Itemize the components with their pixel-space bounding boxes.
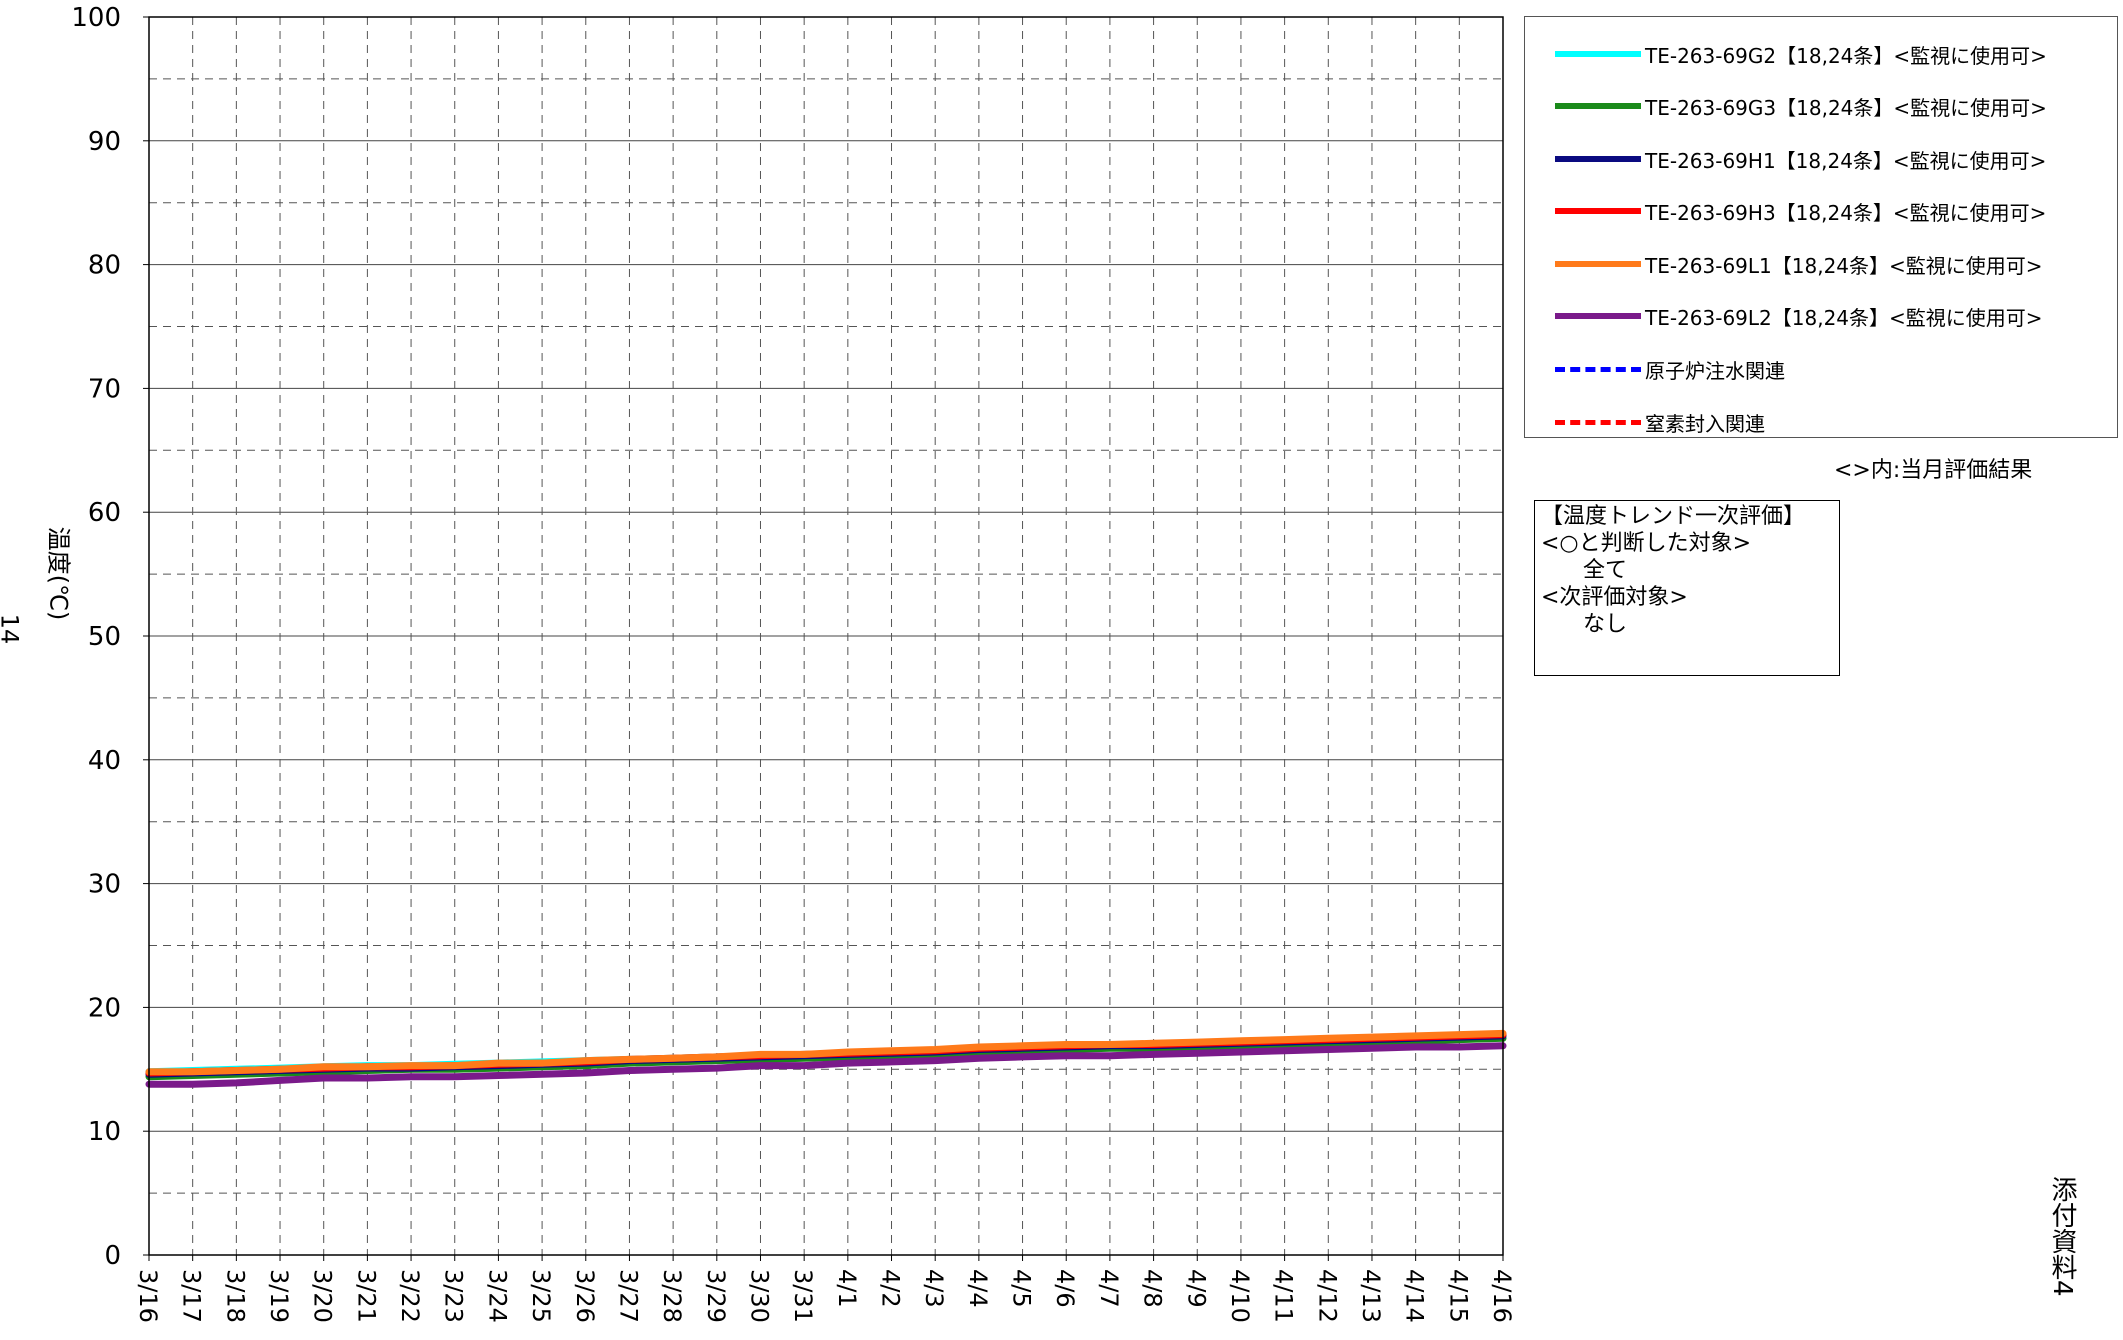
x-tick-label: 3/31 <box>789 1269 817 1323</box>
legend-label-h1: TE-263-69H1【18,24条】<監視に使用可> <box>1645 148 2047 173</box>
x-tick-label: 3/20 <box>309 1269 337 1323</box>
y-tick-label: 0 <box>104 1241 121 1271</box>
evaluation-next-heading: <次評価対象> <box>1541 585 1688 610</box>
legend-label-l1: TE-263-69L1【18,24条】<監視に使用可> <box>1645 253 2043 278</box>
x-tick-label: 3/27 <box>614 1269 642 1323</box>
x-axis-ticks: 3/16 3/17 3/18 3/19 3/20 3/21 3/22 3/23 3/24 3/25… <box>134 1255 1516 1323</box>
x-tick-label: 4/8 <box>1139 1269 1167 1308</box>
legend-swatch-h3 <box>1555 208 1641 214</box>
x-tick-label: 3/17 <box>178 1269 206 1323</box>
y-tick-label: 20 <box>88 993 121 1023</box>
y-tick-label: 40 <box>88 746 121 776</box>
series-line-4 <box>145 1029 1507 1076</box>
y-tick-label: 10 <box>88 1117 121 1147</box>
x-tick-label: 4/13 <box>1357 1269 1385 1323</box>
x-tick-label: 3/26 <box>571 1269 599 1323</box>
x-tick-label: 4/16 <box>1488 1269 1516 1323</box>
x-tick-label: 3/24 <box>483 1269 511 1323</box>
legend-item-h3: TE-263-69H3【18,24条】<監視に使用可> <box>1555 196 2046 226</box>
legend-label-l2: TE-263-69L2【18,24条】<監視に使用可> <box>1645 305 2043 330</box>
legend-label-water-injection: 原子炉注水関連 <box>1645 358 1785 383</box>
legend-item-g2: TE-263-69G2【18,24条】<監視に使用可> <box>1555 39 2047 69</box>
y-tick-label: 70 <box>88 374 121 404</box>
chart-series <box>145 1029 1507 1088</box>
legend-item-water-injection: 原子炉注水関連 <box>1555 354 1785 384</box>
evaluation-title: 【温度トレンド一次評価】 <box>1541 504 1806 529</box>
evaluation-box: 【温度トレンド一次評価】 <○と判断した対象> 全て <次評価対象> なし <box>1534 500 1840 676</box>
legend-item-g3: TE-263-69G3【18,24条】<監視に使用可> <box>1555 91 2047 121</box>
legend-label-h3: TE-263-69H3【18,24条】<監視に使用可> <box>1645 200 2047 225</box>
y-tick-label: 80 <box>88 251 121 281</box>
x-tick-label: 4/7 <box>1095 1269 1123 1308</box>
x-tick-label: 4/1 <box>833 1269 861 1308</box>
x-tick-label: 3/19 <box>265 1269 293 1323</box>
x-tick-label: 4/15 <box>1444 1269 1472 1323</box>
legend-item-l1: TE-263-69L1【18,24条】<監視に使用可> <box>1555 249 2043 279</box>
legend-swatch-nitrogen <box>1555 419 1641 425</box>
x-tick-label: 4/11 <box>1270 1269 1298 1323</box>
evaluation-ok-value: 全て <box>1541 558 1627 583</box>
attachment-label: 添付資料4 <box>2047 1176 2077 1297</box>
chart-gridlines <box>149 16 1503 1256</box>
y-axis-title: 温度(℃) <box>44 526 73 621</box>
legend-swatch-water-injection <box>1555 366 1641 372</box>
y-tick-label: 30 <box>88 870 121 900</box>
plot-area-frame <box>148 16 1504 1256</box>
x-tick-label: 4/2 <box>877 1269 905 1308</box>
x-tick-label: 4/14 <box>1401 1269 1429 1323</box>
legend-label-g2: TE-263-69G2【18,24条】<監視に使用可> <box>1645 43 2047 68</box>
x-tick-label: 4/12 <box>1313 1269 1341 1323</box>
x-tick-label: 4/3 <box>920 1269 948 1308</box>
x-tick-label: 4/10 <box>1226 1269 1254 1323</box>
y-tick-label: 60 <box>88 498 121 528</box>
y-tick-label: 90 <box>88 127 121 157</box>
legend-item-h1: TE-263-69H1【18,24条】<監視に使用可> <box>1555 144 2046 174</box>
x-tick-label: 4/4 <box>964 1269 992 1308</box>
x-tick-label: 3/25 <box>527 1269 555 1323</box>
legend-swatch-g2 <box>1555 51 1641 57</box>
evaluation-ok-heading: <○と判断した対象> <box>1541 531 1752 556</box>
x-tick-label: 3/21 <box>352 1269 380 1323</box>
x-tick-label: 4/5 <box>1008 1269 1036 1308</box>
evaluation-next-value: なし <box>1541 612 1627 637</box>
x-tick-label: 3/28 <box>658 1269 686 1323</box>
legend-swatch-l2 <box>1555 313 1641 319</box>
legend-swatch-h1 <box>1555 156 1641 162</box>
legend-label-nitrogen: 窒素封入関連 <box>1645 411 1765 436</box>
legend-item-nitrogen: 窒素封入関連 <box>1555 407 1765 437</box>
x-tick-label: 3/29 <box>702 1269 730 1323</box>
legend-label-g3: TE-263-69G3【18,24条】<監視に使用可> <box>1645 95 2047 120</box>
y-tick-label: 100 <box>71 3 121 33</box>
legend-swatch-g3 <box>1555 103 1641 109</box>
x-tick-label: 3/23 <box>440 1269 468 1323</box>
x-tick-label: 3/18 <box>221 1269 249 1323</box>
x-tick-label: 4/9 <box>1182 1269 1210 1308</box>
x-tick-label: 3/22 <box>396 1269 424 1323</box>
x-tick-label: 3/16 <box>134 1269 162 1323</box>
legend-footnote: <>内:当月評価結果 <box>1834 458 2033 483</box>
y-tick-label: 50 <box>88 622 121 652</box>
x-tick-label: 3/30 <box>745 1269 773 1323</box>
y-axis-ticks: 0 10 20 30 40 50 60 70 80 90 100 <box>71 3 149 1271</box>
legend-item-l2: TE-263-69L2【18,24条】<監視に使用可> <box>1555 301 2043 331</box>
x-tick-label: 4/6 <box>1051 1269 1079 1308</box>
chart-legend: TE-263-69G2【18,24条】<監視に使用可> TE-263-69G3【… <box>1524 16 2118 438</box>
legend-swatch-l1 <box>1555 261 1641 267</box>
page-number: 14 <box>0 613 24 645</box>
series-line-5 <box>145 1042 1507 1088</box>
